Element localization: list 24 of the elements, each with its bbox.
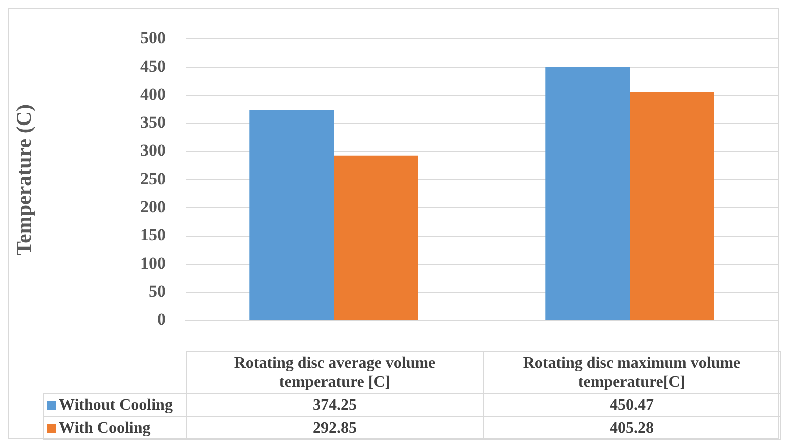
y-tick-label: 150 <box>140 226 166 245</box>
y-tick-label: 50 <box>149 282 166 302</box>
legend-label: Without Cooling <box>43 393 187 417</box>
bar <box>630 92 714 320</box>
bar <box>250 110 334 320</box>
data-label: 374.25 <box>186 393 484 417</box>
legend-label: With Cooling <box>43 416 187 440</box>
y-axis-title: Temperature (C) <box>12 104 36 256</box>
y-tick-label: 200 <box>140 198 166 217</box>
x-tick-label: Rotating disc maximum volume temperature[C] <box>483 351 781 394</box>
y-tick-label: 450 <box>140 56 166 76</box>
y-tick-label: 100 <box>140 254 166 273</box>
y-tick-label: 250 <box>140 169 166 188</box>
y-tick-label: 500 <box>140 28 166 48</box>
data-label: 292.85 <box>186 416 484 440</box>
data-label: 405.28 <box>483 416 781 440</box>
bar <box>334 156 418 320</box>
x-tick-label: Rotating disc average volume temperature [C] <box>186 351 484 394</box>
bar <box>546 67 630 320</box>
data-label: 450.47 <box>483 393 781 417</box>
y-tick-label: 350 <box>140 113 166 132</box>
y-tick-label: 400 <box>140 84 166 104</box>
y-tick-label: 300 <box>140 141 166 160</box>
y-tick-label: 0 <box>158 310 166 330</box>
